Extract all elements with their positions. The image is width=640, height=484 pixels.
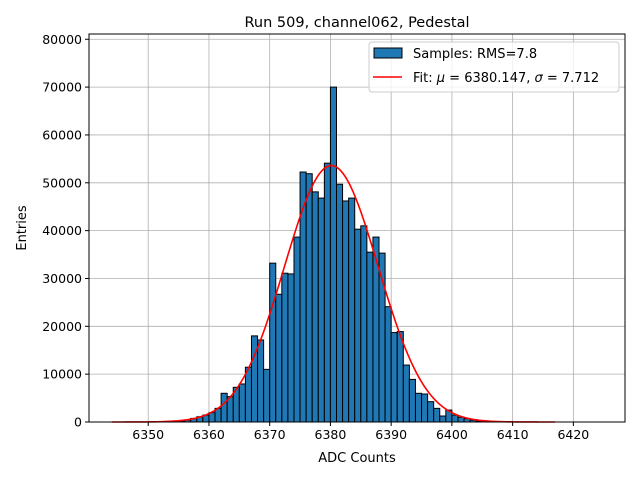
histogram-bar [439,415,447,423]
fit-curve [111,164,556,423]
histogram-bar [342,200,350,423]
histogram-bar [348,197,356,423]
histogram-bar [336,183,344,423]
histogram-bar [281,272,289,423]
legend-fit-prefix: Fit: [413,71,437,86]
legend-samples-label: Samples: RMS=7.8 [413,47,537,62]
histogram-bar [396,331,404,423]
y-tick-label: 50000 [42,175,82,190]
x-tick-label: 6360 [193,427,225,442]
histogram-bar [238,383,246,423]
histogram-bar [275,293,283,423]
histogram-bar [257,339,265,423]
y-tick-label: 70000 [42,80,82,95]
x-tick-label: 6420 [557,427,589,442]
histogram-bar [402,364,410,423]
y-tick-label: 10000 [42,367,82,382]
x-tick-label: 6370 [254,427,286,442]
histogram-bar [408,378,416,423]
legend-fit-label: Fit: μ = 6380.147, σ = 7.712 [413,71,599,86]
histogram-bar [329,86,338,423]
histogram-bar [287,273,295,423]
legend: Samples: RMS=7.8 Fit: μ = 6380.147, σ = … [368,41,620,93]
histogram-bar [451,414,459,423]
y-axis-label: Entries [15,205,30,251]
x-tick-label: 6410 [497,427,529,442]
y-axis-ticks: 0 10000 20000 30000 40000 50000 60000 70000 8000… [42,32,89,430]
histogram-bar [317,197,325,423]
histogram-bar [366,251,374,423]
y-tick-label: 0 [74,415,82,430]
x-tick-label: 6380 [315,427,347,442]
legend-fit-sigma-symbol: σ [535,71,544,86]
histogram-bar [390,332,398,423]
histogram-bar [421,393,429,423]
histogram-bar [293,236,301,423]
legend-fit-mu-symbol: μ [436,71,445,86]
histogram-bar [323,162,331,423]
histogram-bar [427,401,435,423]
y-tick-label: 30000 [42,271,82,286]
y-tick-label: 40000 [42,223,82,238]
bars [178,86,483,423]
histogram-bar [244,366,252,423]
histogram-bar [305,173,313,423]
histogram-bar [384,306,392,423]
plot-frame [88,33,626,423]
histogram-bar [269,262,277,423]
y-tick-label: 60000 [42,127,82,142]
x-tick-label: 6400 [436,427,468,442]
histogram-bar [360,225,368,423]
chart-title: Run 509, channel062, Pedestal [244,15,469,31]
x-tick-label: 6350 [132,427,164,442]
x-axis-ticks: 6350 6360 6370 6380 6390 6400 6410 6420 [132,422,589,442]
legend-samples-patch [373,47,403,59]
y-tick-label: 20000 [42,319,82,334]
histogram-bar [311,191,319,423]
x-tick-label: 6390 [375,427,407,442]
histogram-bar [263,368,271,423]
legend-fit-sigma: = 7.712 [543,71,599,86]
histogram-bar [433,407,441,423]
legend-box [368,41,620,93]
histogram-bar [220,392,228,423]
histogram-bar [208,412,216,423]
y-tick-label: 80000 [42,32,82,47]
histogram-bar [354,228,362,423]
histogram-bar [414,392,423,423]
legend-fit-mu: = 6380.147, [445,71,534,86]
x-axis-label: ADC Counts [318,451,396,466]
